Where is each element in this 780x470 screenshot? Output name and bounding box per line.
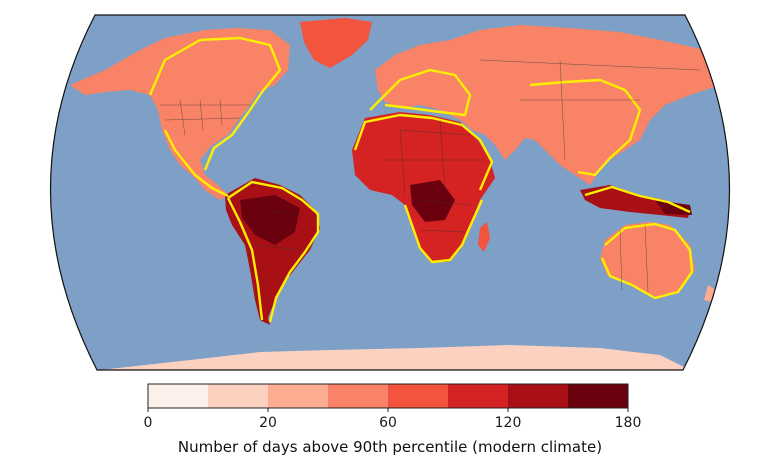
country-borders — [160, 59, 701, 293]
colorbar-segment — [328, 384, 388, 408]
colorbar-segment — [268, 384, 328, 408]
colorbar-tick-label-1: 20 — [259, 415, 277, 431]
new-guinea-hotspot — [655, 200, 692, 215]
australia-landmass — [600, 222, 695, 298]
colorbar-segment — [448, 384, 508, 408]
greenland-landmass — [300, 18, 372, 68]
colorbar-segment — [568, 384, 628, 408]
colorbar-title: Number of days above 90th percentile (mo… — [177, 438, 603, 456]
colorbar-segment — [388, 384, 448, 408]
map-outline — [49, 14, 731, 371]
colorbar-segment — [508, 384, 568, 408]
colorbar — [147, 383, 629, 412]
north-america-landmass — [70, 28, 290, 200]
amazon-hotspot — [240, 195, 300, 245]
colorbar-segment — [148, 384, 208, 408]
antarctica-landmass — [100, 345, 690, 370]
colorbar-segment — [208, 384, 268, 408]
colorbar-tick-label-3: 120 — [494, 415, 522, 431]
eurasia-landmass — [375, 25, 730, 185]
colorbar-tick-label-4: 180 — [614, 415, 642, 431]
highlighted-region-borders — [148, 36, 694, 323]
colorbar-tick-label-2: 60 — [379, 415, 397, 431]
colorbar-tick-label-0: 0 — [143, 415, 153, 431]
madagascar-landmass — [478, 222, 490, 252]
